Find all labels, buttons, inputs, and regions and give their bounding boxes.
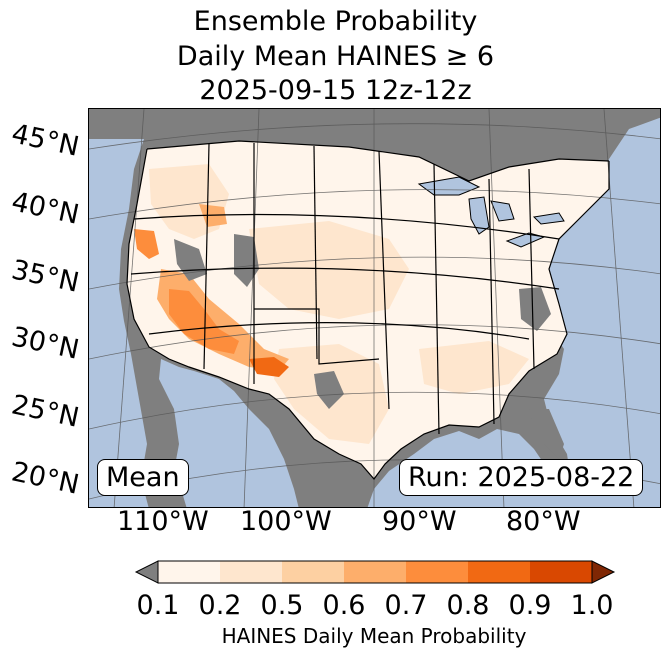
colorbar-bin-4 (406, 561, 469, 583)
map-panel: Mean Run: 2025-08-22 (88, 108, 661, 508)
prob-region-med-central (249, 221, 409, 319)
colorbar-tick-4: 0.7 (384, 590, 428, 621)
lat-label-30: 30°N (8, 321, 82, 366)
prob-region-vhigh-nm (249, 357, 289, 377)
colorbar-label: HAINES Daily Mean Probability (221, 624, 527, 648)
title-line-2: Daily Mean HAINES ≥ 6 (176, 41, 495, 72)
title-line-3: 2025-09-15 12z-12z (199, 75, 472, 106)
colorbar-bin-5 (468, 561, 531, 583)
lon-label-80: 80°W (506, 506, 581, 537)
title-line-1: Ensemble Probability (193, 6, 478, 37)
colorbar-tick-0: 0.1 (136, 590, 180, 621)
map-svg: Mean Run: 2025-08-22 (89, 109, 660, 507)
colorbar-bin-0 (158, 561, 221, 583)
lon-label-100: 100°W (240, 506, 332, 537)
colorbar-tick-1: 0.2 (198, 590, 242, 621)
prob-region-med-south (419, 341, 529, 394)
colorbar-under-arrow (134, 560, 159, 584)
lon-label-110: 110°W (117, 506, 209, 537)
colorbar-tick-2: 0.5 (260, 590, 304, 621)
lat-label-45: 45°N (8, 118, 82, 163)
colorbar-bin-1 (220, 561, 283, 583)
run-label-box: Run: 2025-08-22 (399, 459, 644, 496)
colorbar-bin-3 (344, 561, 407, 583)
colorbar (134, 560, 616, 584)
lat-label-25: 25°N (8, 389, 82, 434)
stat-label-box: Mean (97, 459, 189, 496)
state-borders (126, 140, 610, 480)
prob-region-vhigh-az (169, 289, 239, 354)
colorbar-frame (157, 560, 593, 584)
lat-label-40: 40°N (8, 186, 82, 231)
colorbar-bin-6 (530, 561, 593, 583)
colorbar-tick-6: 0.9 (508, 590, 552, 621)
great-lakes (417, 176, 565, 248)
gray-patch-texas (314, 371, 344, 409)
gray-patch-east (519, 287, 551, 331)
lon-label-90: 90°W (382, 506, 457, 537)
prob-region-nv (134, 229, 159, 259)
lat-label-20: 20°N (8, 456, 82, 501)
colorbar-over-arrow (591, 560, 616, 584)
colorbar-tick-5: 0.8 (446, 590, 490, 621)
lat-label-35: 35°N (8, 254, 82, 299)
colorbar-tick-7: 1.0 (570, 590, 614, 621)
colorbar-bin-2 (282, 561, 345, 583)
colorbar-tick-3: 0.6 (322, 590, 366, 621)
gray-patch-florida (529, 409, 564, 459)
